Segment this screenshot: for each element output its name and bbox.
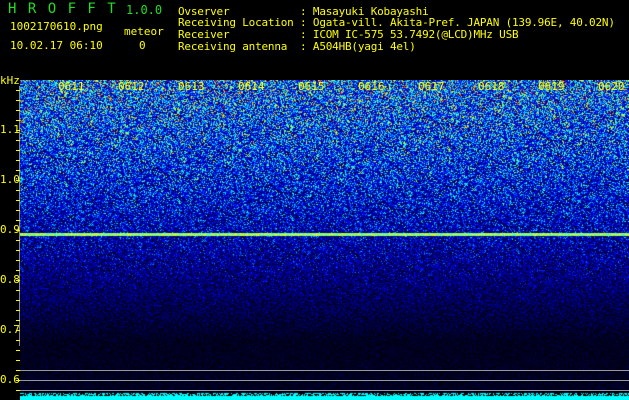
y-tick-mark: [16, 130, 20, 131]
y-tick-mark: [16, 310, 20, 311]
y-axis-unit: kHz: [0, 74, 20, 87]
info-row: Receiver : ICOM IC-575 53.7492(@LCD)MHz …: [178, 28, 519, 41]
info-row: Receiving Location : Ogata-vill. Akita-P…: [178, 17, 615, 29]
info-value: : Ogata-vill. Akita-Pref. JAPAN (139.96E…: [300, 16, 615, 29]
spectrogram-canvas: [20, 80, 629, 400]
time-tick-label: 0612: [118, 80, 145, 93]
time-tick-label: 0611: [58, 80, 85, 93]
y-tick-mark: [16, 280, 20, 281]
y-tick-mark: [16, 390, 20, 391]
info-value: : Masayuki Kobayashi: [300, 5, 429, 18]
app-version: 1.0.0: [126, 3, 163, 17]
y-tick-mark: [16, 140, 20, 141]
time-tick-label: 0618: [478, 80, 505, 93]
info-row: Ovserver : Masayuki Kobayashi: [178, 6, 429, 18]
y-tick-mark: [16, 380, 20, 381]
y-tick-mark: [16, 100, 20, 101]
info-label: Receiving Location: [178, 16, 294, 29]
y-tick-mark: [16, 330, 20, 331]
y-tick-label: 1.1: [0, 123, 20, 136]
meteor-label: meteor: [124, 25, 164, 38]
y-axis-line: [19, 86, 20, 346]
y-tick-mark: [16, 200, 20, 201]
y-tick-mark: [16, 190, 20, 191]
info-label: Ovserver: [178, 5, 294, 18]
y-tick-label: 0.6: [0, 373, 20, 386]
y-tick-mark: [16, 170, 20, 171]
y-tick-mark: [16, 320, 20, 321]
y-tick-mark: [16, 90, 20, 91]
y-tick-mark: [16, 230, 20, 231]
info-value: : A504HB(yagi 4el): [300, 40, 416, 53]
y-tick-mark: [16, 210, 20, 211]
y-tick-mark: [16, 370, 20, 371]
y-tick-mark: [16, 110, 20, 111]
info-label: Receiving antenna: [178, 40, 294, 53]
y-tick-label: 0.7: [0, 323, 20, 336]
grid-line: [20, 380, 629, 381]
y-tick-mark: [16, 250, 20, 251]
y-tick-mark: [16, 180, 20, 181]
time-tick-label: 0617: [418, 80, 445, 93]
info-value: : ICOM IC-575 53.7492(@LCD)MHz USB: [300, 28, 519, 41]
time-tick-label: 0614: [238, 80, 265, 93]
filename: 1002170610.png: [10, 20, 103, 33]
y-tick-label: 0.8: [0, 273, 20, 286]
time-tick-label: 0613: [178, 80, 205, 93]
time-tick-label: 0620: [598, 80, 625, 93]
info-row: Receiving antenna : A504HB(yagi 4el): [178, 41, 416, 53]
y-tick-mark: [16, 360, 20, 361]
meteor-count: 0: [139, 39, 146, 52]
y-tick-mark: [16, 350, 20, 351]
y-tick-mark: [16, 290, 20, 291]
y-tick-mark: [16, 150, 20, 151]
time-tick-label: 0619: [538, 80, 565, 93]
y-tick-mark: [16, 160, 20, 161]
grid-line: [20, 370, 629, 371]
y-tick-mark: [16, 240, 20, 241]
time-tick-label: 0616: [358, 80, 385, 93]
y-tick-mark: [16, 270, 20, 271]
grid-line: [20, 390, 629, 391]
y-tick-mark: [16, 120, 20, 121]
y-tick-label: 0.9: [0, 223, 20, 236]
datetime: 10.02.17 06:10: [10, 39, 103, 52]
app-title: H R O F F T: [8, 1, 118, 17]
time-tick-label: 0615: [298, 80, 325, 93]
y-tick-mark: [16, 300, 20, 301]
y-tick-mark: [16, 260, 20, 261]
y-tick-mark: [16, 340, 20, 341]
info-label: Receiver: [178, 28, 294, 41]
y-tick-mark: [16, 220, 20, 221]
y-tick-label: 1.0: [0, 173, 20, 186]
